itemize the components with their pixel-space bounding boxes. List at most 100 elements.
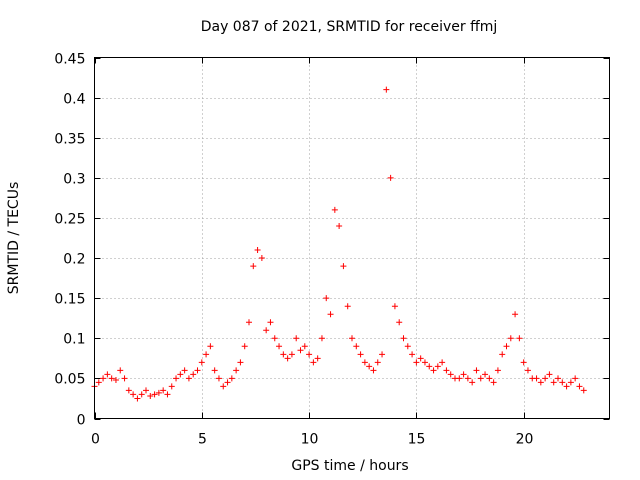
data-point: [443, 367, 450, 374]
chart-title: Day 087 of 2021, SRMTID for receiver ffm…: [201, 19, 498, 35]
data-point: [374, 359, 381, 366]
x-tick-label: 0: [91, 432, 100, 448]
data-point: [417, 355, 424, 362]
data-point: [194, 367, 201, 374]
data-point: [241, 343, 248, 350]
data-point: [198, 359, 205, 366]
data-point: [155, 389, 162, 396]
data-point: [215, 375, 222, 382]
data-point: [143, 387, 149, 394]
data-point: [246, 319, 252, 326]
data-point: [181, 367, 188, 374]
series-SRMTID: [91, 86, 587, 402]
data-point: [121, 375, 128, 382]
data-point: [456, 375, 463, 382]
data-point: [104, 371, 111, 378]
data-point: [151, 391, 158, 398]
data-point: [233, 367, 240, 374]
data-point: [469, 379, 476, 386]
data-points: [91, 86, 587, 402]
data-point: [327, 311, 334, 318]
data-point: [134, 395, 141, 402]
data-point: [439, 359, 446, 366]
data-point: [185, 375, 192, 382]
data-point: [314, 355, 321, 362]
data-point: [276, 343, 283, 350]
data-point: [258, 255, 265, 262]
data-point: [494, 367, 501, 374]
data-point: [117, 367, 124, 374]
data-point: [555, 375, 561, 382]
data-point: [340, 263, 347, 270]
data-point: [486, 375, 493, 382]
data-point: [503, 343, 510, 350]
y-tick-label: 0.35: [54, 132, 85, 148]
data-point: [400, 335, 407, 342]
data-point: [357, 351, 364, 358]
data-point: [280, 351, 287, 358]
data-point: [344, 303, 351, 310]
data-point: [550, 379, 557, 386]
data-point: [421, 359, 428, 366]
data-point: [409, 351, 416, 358]
data-point: [404, 343, 411, 350]
data-point: [336, 222, 343, 229]
data-point: [108, 375, 115, 382]
x-tick-label: 5: [198, 432, 207, 448]
data-point: [576, 383, 583, 390]
data-point: [383, 86, 390, 93]
data-point: [542, 375, 549, 382]
data-point: [447, 371, 454, 378]
data-point: [125, 387, 132, 394]
data-point: [366, 363, 373, 370]
data-point: [207, 343, 214, 350]
data-point: [284, 355, 291, 362]
data-point: [387, 174, 394, 181]
data-point: [559, 379, 566, 386]
y-tick-label: 0.1: [63, 332, 85, 348]
data-point: [95, 379, 102, 386]
data-point: [361, 359, 368, 366]
data-point: [310, 359, 317, 366]
data-point: [190, 371, 197, 378]
data-point: [507, 335, 514, 342]
data-point: [391, 303, 398, 310]
data-point: [250, 263, 257, 270]
data-point: [379, 351, 386, 358]
data-point: [370, 367, 377, 374]
axis-ticks: 0 5 10 15 20 0 0.05 0.1 0.15 0.2 0.25 0.3 0.35 0.4 0.4…: [54, 52, 610, 448]
y-tick-label: 0.25: [54, 212, 85, 228]
data-point: [572, 375, 579, 382]
data-point: [237, 359, 244, 366]
data-point: [353, 343, 360, 350]
data-point: [482, 371, 489, 378]
data-point: [516, 335, 523, 342]
data-point: [524, 367, 531, 374]
data-point: [477, 375, 484, 382]
data-point: [499, 351, 506, 358]
data-point: [164, 391, 171, 398]
data-point: [490, 379, 497, 386]
x-tick-label: 20: [516, 432, 534, 448]
y-tick-label: 0.2: [63, 252, 85, 268]
data-point: [520, 359, 527, 366]
data-point: [112, 376, 119, 383]
data-point: [563, 383, 570, 390]
data-point: [460, 371, 467, 378]
data-point: [130, 391, 137, 398]
data-point: [318, 335, 325, 342]
data-point: [224, 379, 231, 386]
data-point: [580, 387, 587, 394]
data-point: [271, 335, 278, 342]
data-point: [147, 393, 154, 400]
data-point: [168, 383, 175, 390]
data-point: [413, 359, 420, 366]
y-tick-label: 0.4: [63, 92, 85, 108]
y-tick-label: 0.45: [54, 52, 85, 68]
data-point: [567, 379, 574, 386]
data-point: [473, 367, 480, 374]
data-point: [211, 367, 218, 374]
data-point: [160, 387, 167, 394]
